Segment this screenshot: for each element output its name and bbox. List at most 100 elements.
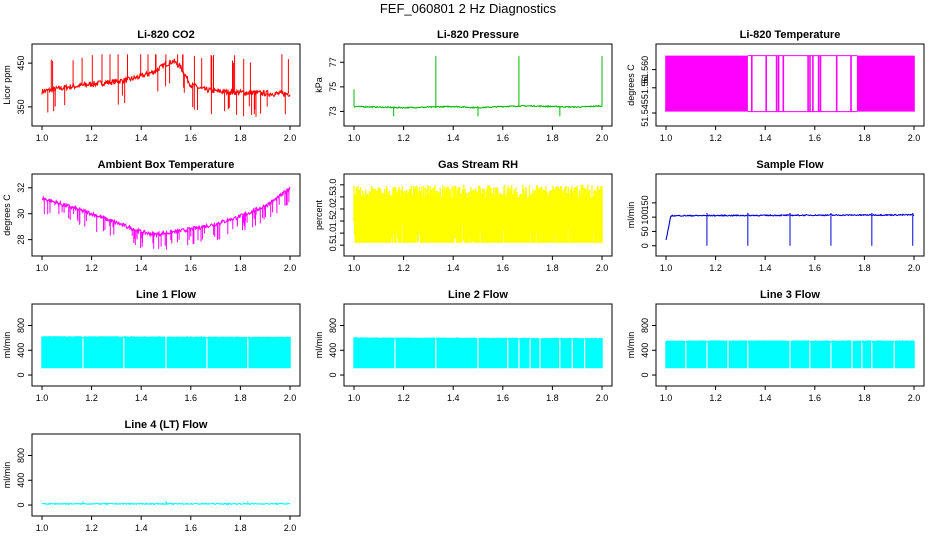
x-tick-label: 1.6 bbox=[809, 393, 822, 403]
y-axis-label: ml/min bbox=[2, 462, 12, 489]
y-axis-label: ml/min bbox=[2, 332, 12, 359]
y-tick-label: 51.545 bbox=[640, 99, 650, 127]
y-tick-label: 400 bbox=[640, 343, 650, 358]
x-tick-label: 1.0 bbox=[36, 523, 49, 533]
data-spikes bbox=[47, 54, 289, 117]
data-spikes bbox=[706, 213, 914, 246]
chart-title: Line 1 Flow bbox=[136, 289, 196, 301]
y-tick-label: 400 bbox=[328, 343, 338, 358]
series-sample_flow bbox=[665, 213, 915, 246]
data-band bbox=[41, 336, 291, 369]
y-axis-label: ml/min bbox=[626, 202, 636, 229]
chart-title: Line 3 Flow bbox=[760, 289, 820, 301]
x-tick-label: 1.8 bbox=[234, 523, 247, 533]
x-tick-label: 1.6 bbox=[185, 263, 198, 273]
y-tick-label: 2.0 bbox=[328, 203, 338, 216]
x-tick-label: 2.0 bbox=[596, 263, 609, 273]
y-tick-label: 30 bbox=[16, 209, 26, 219]
x-tick-label: 1.8 bbox=[234, 133, 247, 143]
chart-title: Ambient Box Temperature bbox=[98, 159, 235, 171]
y-axis-label: ml/min bbox=[314, 332, 324, 359]
x-tick-label: 2.0 bbox=[908, 133, 921, 143]
x-tick-label: 1.6 bbox=[185, 523, 198, 533]
y-tick-label: 0 bbox=[640, 373, 650, 378]
x-tick-label: 1.0 bbox=[36, 393, 49, 403]
x-tick-label: 1.0 bbox=[36, 263, 49, 273]
plot-frame bbox=[31, 43, 301, 127]
x-tick-label: 1.6 bbox=[809, 263, 822, 273]
chart-title: Li-820 CO2 bbox=[137, 29, 194, 41]
y-tick-label: 100 bbox=[640, 210, 650, 225]
x-tick-label: 1.6 bbox=[497, 263, 510, 273]
x-tick-label: 1.0 bbox=[660, 393, 673, 403]
chart-title: Gas Stream RH bbox=[438, 159, 518, 171]
x-tick-label: 1.0 bbox=[36, 133, 49, 143]
chart-sample_flow: Sample Flow ml/min 1.0 1.2 1.4 1.6 1.8 2.0 0 5010… bbox=[626, 159, 925, 273]
y-tick-label: 0 bbox=[640, 243, 650, 248]
chart-licor_temp: Li-820 Temperature degrees C 1.0 1.2 1.4 1.6 1… bbox=[626, 29, 925, 143]
x-tick-label: 2.0 bbox=[284, 263, 297, 273]
y-tick-label: 1.0 bbox=[328, 227, 338, 240]
data-spikes bbox=[82, 501, 249, 504]
data-spikes bbox=[43, 188, 290, 250]
y-tick-label: 75 bbox=[328, 82, 338, 92]
plot-frame bbox=[655, 303, 925, 387]
y-tick-label: 800 bbox=[328, 318, 338, 333]
chart-pressure: Li-820 Pressure kPa 1.0 1.2 1.4 1.6 1.8 2.0 73 75… bbox=[314, 29, 613, 143]
x-tick-label: 1.2 bbox=[709, 263, 722, 273]
x-tick-label: 2.0 bbox=[908, 393, 921, 403]
x-tick-label: 1.6 bbox=[809, 133, 822, 143]
y-axis-label: kPa bbox=[314, 77, 324, 93]
y-tick-label: 400 bbox=[16, 343, 26, 358]
chart-ambient_temp: Ambient Box Temperature degrees C 1.0 1.2 1.… bbox=[2, 159, 301, 273]
chart-title: Li-820 Pressure bbox=[437, 29, 519, 41]
x-tick-label: 1.8 bbox=[858, 133, 871, 143]
y-axis-label: ml/min bbox=[626, 332, 636, 359]
series-rh bbox=[353, 184, 603, 243]
chart-rh: Gas Stream RH percent 1.0 1.2 1.4 1.6 1.8 2.0 0.… bbox=[314, 159, 613, 273]
x-tick-label: 2.0 bbox=[596, 133, 609, 143]
y-tick-label: 0 bbox=[328, 373, 338, 378]
x-tick-label: 2.0 bbox=[284, 523, 297, 533]
plot-frame bbox=[31, 433, 301, 517]
x-tick-label: 1.6 bbox=[497, 133, 510, 143]
x-tick-label: 1.8 bbox=[546, 133, 559, 143]
chart-title: Line 4 (LT) Flow bbox=[125, 419, 208, 431]
data-line bbox=[665, 213, 915, 241]
x-tick-label: 1.8 bbox=[858, 393, 871, 403]
data-band bbox=[665, 55, 915, 112]
plot-frame bbox=[655, 173, 925, 257]
chart-line4: Line 4 (LT) Flow ml/min 1.0 1.2 1.4 1.6 1.8 2.0… bbox=[2, 419, 301, 533]
page-title: FEF_060801 2 Hz Diagnostics bbox=[379, 1, 557, 16]
x-tick-label: 1.2 bbox=[709, 133, 722, 143]
y-tick-label: 28 bbox=[16, 235, 26, 245]
y-tick-label: 73 bbox=[328, 106, 338, 116]
y-tick-label: 3.0 bbox=[328, 179, 338, 192]
x-tick-label: 1.4 bbox=[759, 263, 772, 273]
y-axis-label: degrees C bbox=[2, 194, 12, 236]
data-band bbox=[353, 337, 603, 369]
x-tick-label: 1.4 bbox=[135, 393, 148, 403]
y-tick-label: 1.5 bbox=[328, 215, 338, 228]
chart-title: Li-820 Temperature bbox=[740, 29, 841, 41]
x-tick-label: 1.2 bbox=[397, 133, 410, 143]
x-tick-label: 1.0 bbox=[348, 393, 361, 403]
series-pressure bbox=[353, 56, 603, 117]
x-tick-label: 1.2 bbox=[709, 393, 722, 403]
x-tick-label: 1.4 bbox=[135, 523, 148, 533]
x-tick-label: 1.2 bbox=[85, 523, 98, 533]
x-tick-label: 1.2 bbox=[397, 263, 410, 273]
y-axis-label: percent bbox=[314, 199, 324, 230]
y-axis-label: degrees C bbox=[626, 64, 636, 106]
series-licor_temp bbox=[665, 55, 915, 113]
x-tick-label: 1.0 bbox=[348, 133, 361, 143]
x-tick-label: 1.8 bbox=[546, 263, 559, 273]
y-tick-label: 51.560 bbox=[640, 56, 650, 84]
y-tick-label: 77 bbox=[328, 57, 338, 67]
y-tick-label: 150 bbox=[640, 195, 650, 210]
x-tick-label: 1.4 bbox=[447, 393, 460, 403]
chart-line1: Line 1 Flow ml/min 1.0 1.2 1.4 1.6 1.8 2.0 0 400 8… bbox=[2, 289, 301, 403]
data-band bbox=[353, 184, 603, 243]
x-tick-label: 2.0 bbox=[908, 263, 921, 273]
